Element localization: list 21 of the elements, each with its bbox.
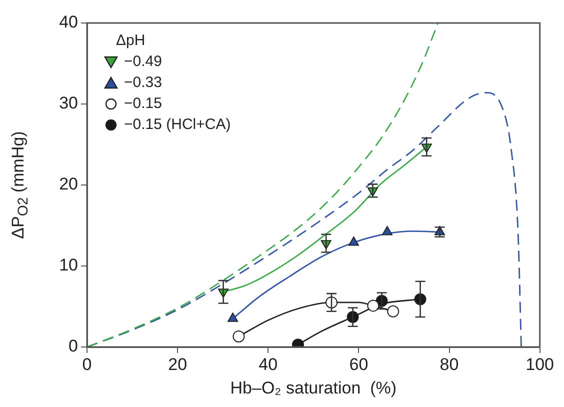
x-tick-label: 20 (168, 354, 188, 374)
point (387, 305, 400, 318)
x-tick-label: 80 (440, 354, 459, 374)
legend-title: ΔpH (115, 31, 146, 51)
legend-label: −0.15 (124, 94, 162, 114)
y-tick-label: 40 (59, 12, 78, 32)
x-tick-label: 100 (526, 354, 554, 374)
legend-label: −0.49 (124, 52, 162, 72)
point (228, 312, 238, 322)
x-tick-label: 60 (349, 354, 368, 374)
x-axis-title: Hb–O₂ saturation (%) (230, 378, 397, 398)
legend-label: −0.15 (HCl+CA) (124, 115, 231, 135)
x-tick-label: 0 (82, 354, 92, 374)
x-tick-label: 40 (258, 354, 278, 374)
y-tick-label: 20 (59, 174, 78, 194)
y-tick-label: 0 (68, 336, 78, 356)
y-tick-label: 30 (59, 94, 78, 113)
legend-label: −0.33 (124, 73, 162, 93)
y-tick-label: 10 (59, 256, 78, 275)
point (232, 330, 245, 342)
point (367, 300, 380, 312)
